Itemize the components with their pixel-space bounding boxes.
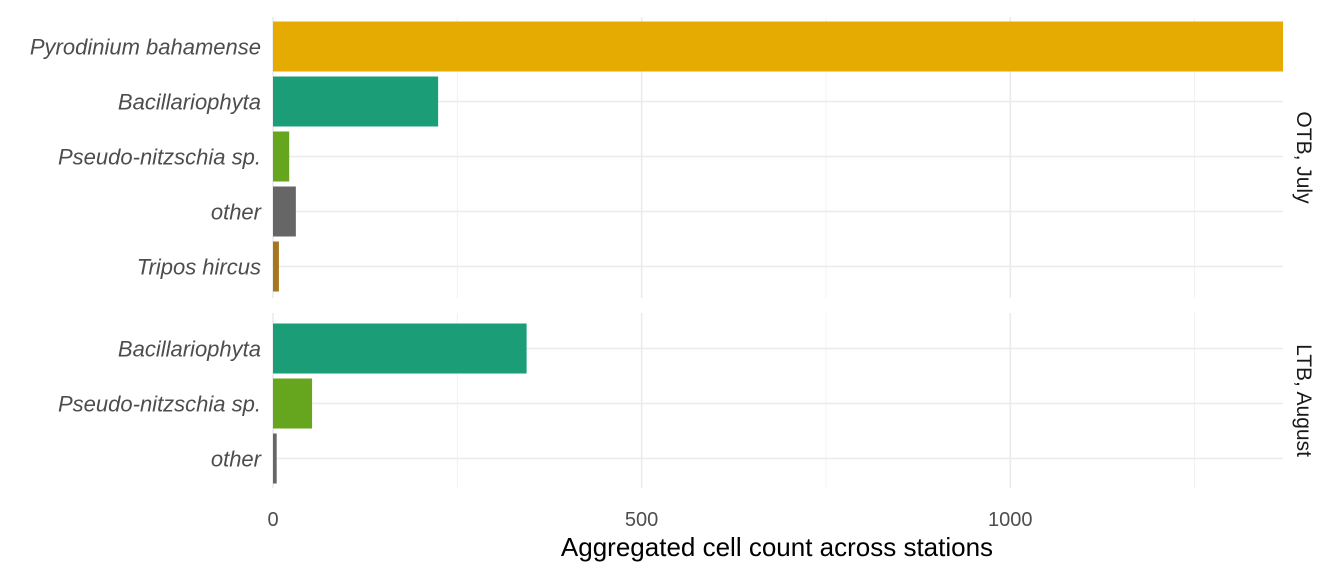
bar xyxy=(273,378,313,429)
x-tick-label: 1000 xyxy=(988,509,1033,531)
panel-2: Bacillariophyta Pseudo-nitzschia sp. other… xyxy=(58,313,1315,488)
bar xyxy=(273,131,290,182)
bar xyxy=(273,433,277,484)
x-axis-title: Aggregated cell count across stations xyxy=(561,532,993,562)
category-label: other xyxy=(211,200,263,225)
category-label: Bacillariophyta xyxy=(118,90,261,115)
facet-strip-label: LTB, August xyxy=(1292,344,1315,457)
category-label: Pseudo-nitzschia sp. xyxy=(58,145,261,170)
bar xyxy=(273,241,279,292)
bar xyxy=(273,21,1283,72)
x-tick-label: 0 xyxy=(267,509,278,531)
bar xyxy=(273,186,296,237)
category-label: Pyrodinium bahamense xyxy=(30,35,261,60)
panel-1: Pyrodinium bahamense Bacillariophyta Pseud… xyxy=(30,17,1315,298)
panels: Pyrodinium bahamense Bacillariophyta Pseud… xyxy=(30,17,1315,488)
x-axis: 0 500 1000 xyxy=(267,509,1032,531)
category-label: Bacillariophyta xyxy=(118,337,261,362)
bar xyxy=(273,76,439,127)
category-label: Tripos hircus xyxy=(137,255,261,280)
x-tick-label: 500 xyxy=(625,509,658,531)
bar xyxy=(273,323,527,374)
category-label: other xyxy=(211,447,263,472)
category-label: Pseudo-nitzschia sp. xyxy=(58,392,261,417)
facet-strip-label: OTB, July xyxy=(1292,111,1315,204)
